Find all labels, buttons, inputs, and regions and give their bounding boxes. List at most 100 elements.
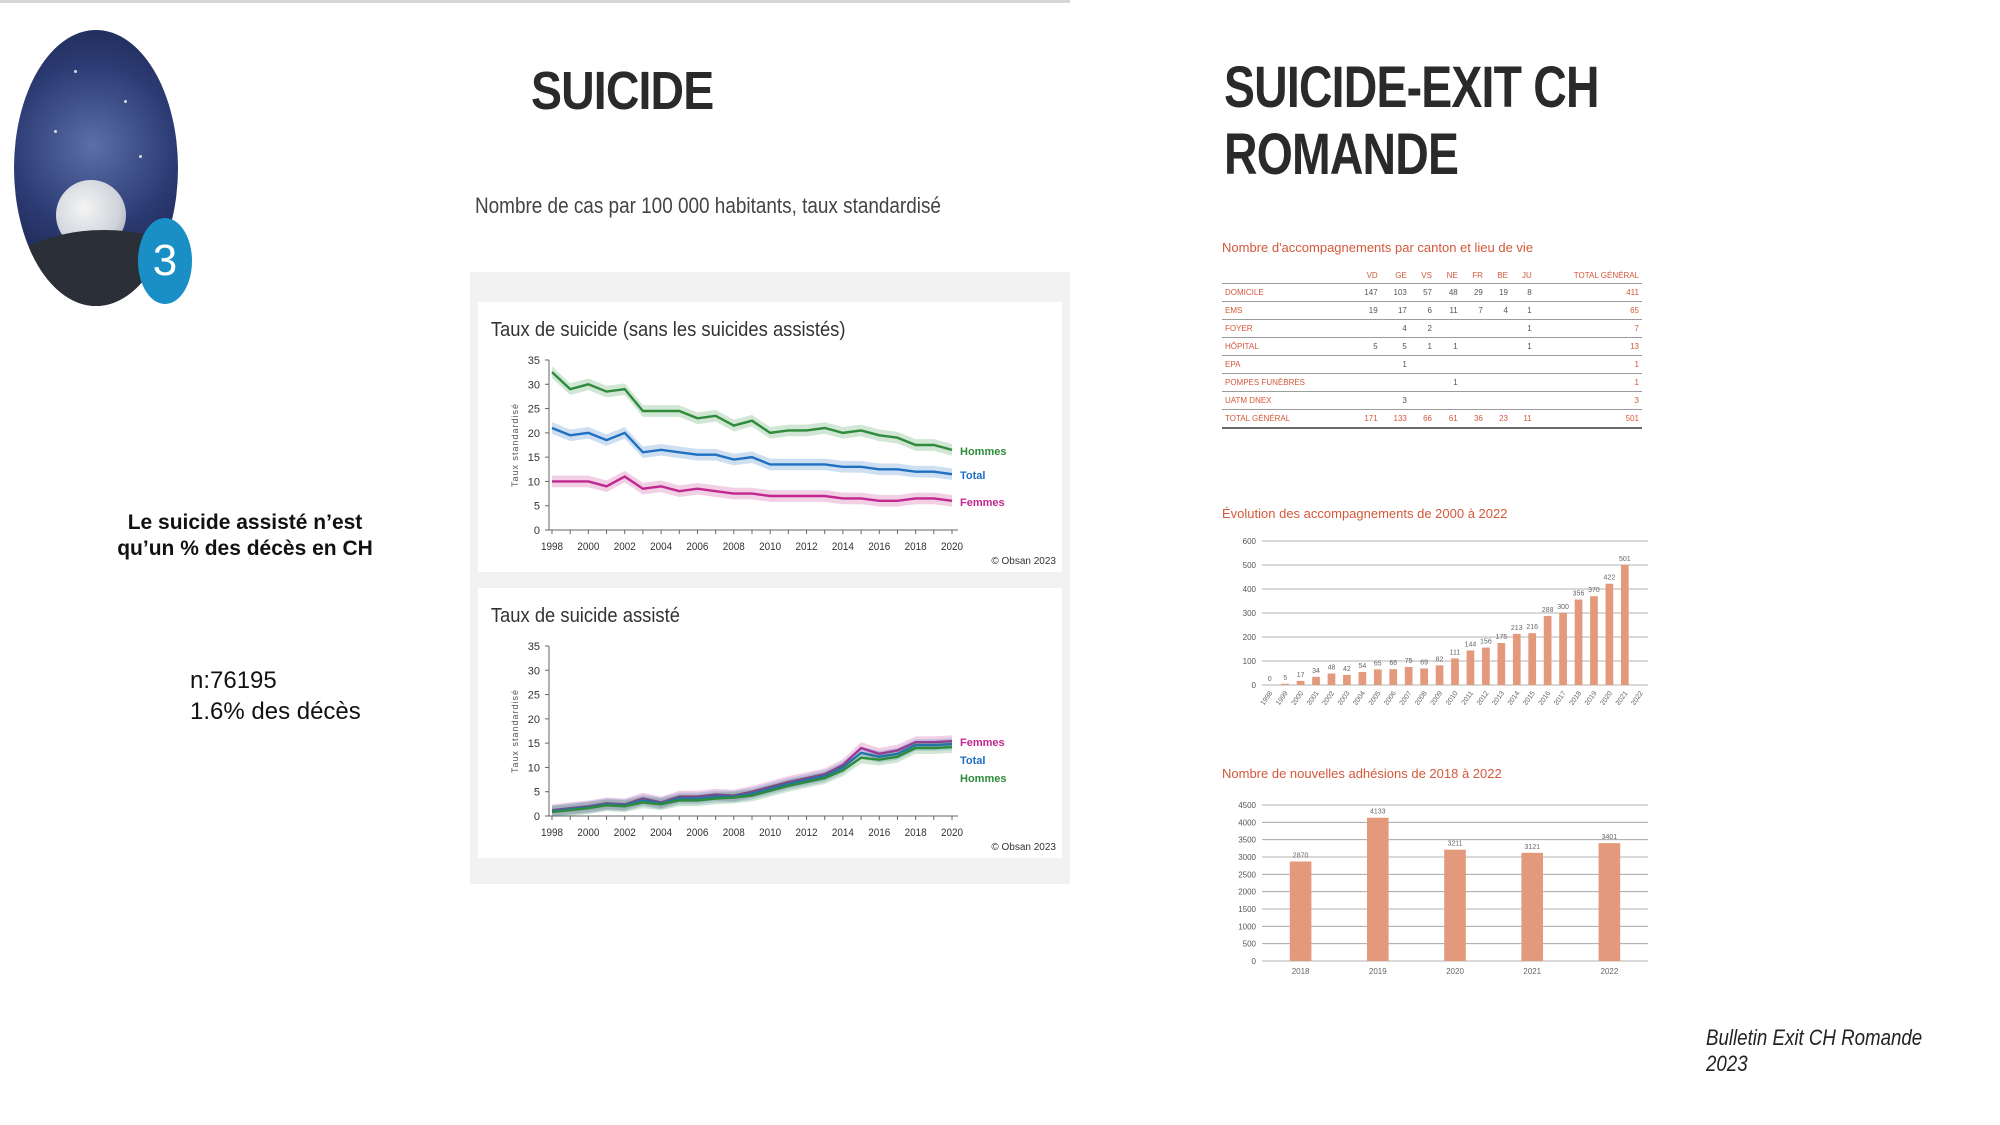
x-tick-label: 2016 <box>868 828 890 840</box>
table-header-cell: VS <box>1409 268 1435 284</box>
data-label: 3401 <box>1602 834 1618 841</box>
y-tick-label: 2500 <box>1238 870 1256 879</box>
table-cell <box>1485 373 1511 392</box>
bar-2013 <box>1497 643 1506 685</box>
star-dot <box>139 155 142 158</box>
table-total-row: TOTAL GÉNÉRAL 171 133 66 61 36 23 11 501 <box>1222 409 1642 429</box>
legend-label-femmes: Femmes <box>960 737 1005 749</box>
x-tick-label: 2018 <box>1568 690 1583 705</box>
x-tick-label: 2021 <box>1523 967 1541 975</box>
bar-2015 <box>1528 633 1537 685</box>
table-cell: 48 <box>1434 283 1461 302</box>
data-label: 69 <box>1420 659 1428 666</box>
bar-2008 <box>1420 668 1428 685</box>
data-label: 34 <box>1312 668 1320 675</box>
table-cell: 1 <box>1510 319 1535 338</box>
table-cell <box>1434 355 1461 374</box>
series-line-hommes <box>551 745 953 814</box>
bar-2006 <box>1389 669 1398 685</box>
x-tick-label: 2004 <box>1352 690 1367 705</box>
x-tick-label: 2017 <box>1553 690 1568 705</box>
x-tick-label: 2000 <box>577 542 599 554</box>
table-cell <box>1460 391 1486 410</box>
y-tick-label: 1000 <box>1238 922 1256 931</box>
y-tick-label: 500 <box>1243 561 1257 570</box>
table-cell: 3 <box>1380 391 1410 410</box>
row-label-cell: POMPES FUNÈBRES <box>1222 373 1352 392</box>
confidence-band-total <box>552 422 952 480</box>
y-tick-label: 0 <box>534 525 540 537</box>
table-cell <box>1460 355 1486 374</box>
confidence-band-total <box>552 738 952 816</box>
data-label: 501 <box>1619 556 1631 563</box>
y-tick-label: 3000 <box>1238 853 1256 862</box>
x-tick-label: 2013 <box>1491 690 1506 705</box>
x-tick-label: 2000 <box>1291 690 1306 705</box>
x-tick-label: 2019 <box>1584 690 1599 705</box>
legend-label-total: Total <box>960 755 985 767</box>
page-title-exit: SUICIDE-EXIT CH ROMANDE <box>1224 55 1599 187</box>
y-tick-label: 2000 <box>1238 888 1256 897</box>
data-label: 216 <box>1526 624 1538 631</box>
table-cell: 1 <box>1510 337 1535 356</box>
table-cell <box>1510 355 1535 374</box>
data-label: 300 <box>1557 604 1569 611</box>
x-tick-label: 2014 <box>832 828 854 840</box>
y-tick-label: 15 <box>528 452 540 464</box>
new-memberships-bar-chart: Nombre de nouvelles adhésions de 2018 à … <box>1222 766 1648 975</box>
chart-source: © Obsan 2023 <box>991 556 1056 567</box>
table-cell <box>1434 319 1461 338</box>
table-cell: 23 <box>1485 409 1511 429</box>
y-tick-label: 0 <box>1252 957 1257 966</box>
row-label-cell: TOTAL GÉNÉRAL <box>1222 409 1352 429</box>
x-tick-label: 2012 <box>1476 690 1491 705</box>
bar-2001 <box>1312 676 1320 685</box>
y-tick-label: 5 <box>534 787 540 799</box>
row-label-cell: DOMICILE <box>1222 283 1352 302</box>
table-row: UATM DNEX 3 3 <box>1222 391 1642 410</box>
chart-title: Taux de suicide (sans les suicides assis… <box>491 319 846 341</box>
x-tick-label: 2010 <box>759 828 781 840</box>
x-tick-label: 2018 <box>905 542 927 554</box>
table-row: POMPES FUNÈBRES 1 1 <box>1222 373 1642 392</box>
data-label: 4133 <box>1370 809 1386 816</box>
table-cell: 4 <box>1380 319 1410 338</box>
table-row: EMS 19 17 6 11 7 4 1 65 <box>1222 301 1642 320</box>
table-cell <box>1351 355 1381 374</box>
y-tick-label: 10 <box>528 762 540 774</box>
y-axis-label: Taux standardisé <box>510 689 520 773</box>
table-cell: 1 <box>1380 355 1410 374</box>
death-stats: n:76195 1.6% des décès <box>190 665 361 727</box>
table-row: FOYER 4 2 1 7 <box>1222 319 1642 338</box>
x-tick-label: 2005 <box>1368 690 1383 705</box>
accompaniments-bar-chart: Évolution des accompagnements de 2000 à … <box>1222 506 1648 705</box>
table-header-cell: NE <box>1434 268 1461 284</box>
stats-percentage: 1.6% des décès <box>190 698 361 725</box>
x-tick-label: 2016 <box>1538 690 1553 705</box>
bar-2022 <box>1598 843 1621 961</box>
x-tick-label: 2007 <box>1399 690 1414 705</box>
data-label: 54 <box>1358 663 1366 670</box>
x-tick-label: 2004 <box>650 542 672 554</box>
table-header-cell: GE <box>1380 268 1410 284</box>
x-tick-label: 2020 <box>1446 967 1464 975</box>
table-cell: 103 <box>1380 283 1410 302</box>
series-line-hommes <box>551 371 953 452</box>
y-tick-label: 400 <box>1243 585 1257 594</box>
bar-2016 <box>1543 615 1552 685</box>
table-body: DOMICILE 147 103 57 48 29 19 8 411 EMS 19 17 6 11 7 4 1 6… <box>1222 283 1642 429</box>
x-tick-label: 2009 <box>1430 690 1445 705</box>
x-tick-label: 1998 <box>541 828 563 840</box>
bar-2003 <box>1343 674 1351 685</box>
y-tick-label: 15 <box>528 738 540 750</box>
data-label: 356 <box>1573 591 1585 598</box>
table-row: DOMICILE 147 103 57 48 29 19 8 411 <box>1222 283 1642 302</box>
y-tick-label: 300 <box>1243 609 1257 618</box>
x-tick-label: 2020 <box>941 542 963 554</box>
y-tick-label: 10 <box>528 476 540 488</box>
table-cell: 11 <box>1434 301 1461 320</box>
x-tick-label: 2002 <box>1321 690 1336 705</box>
table-cell <box>1485 391 1511 410</box>
x-tick-label: 1999 <box>1275 690 1290 705</box>
table-cell: 3 <box>1534 391 1642 410</box>
